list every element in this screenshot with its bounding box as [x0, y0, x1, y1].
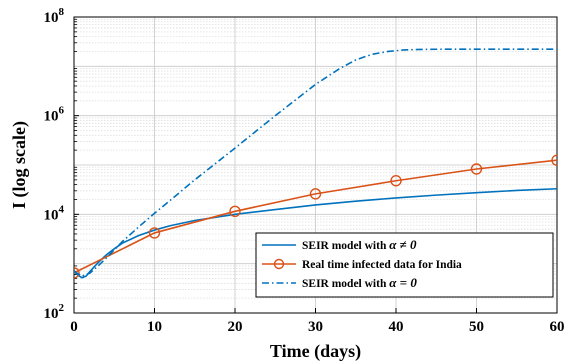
- x-tick-label: 10: [147, 319, 162, 335]
- series-line-3: [74, 48, 557, 277]
- axes: 0 10 20 30 40 50 60 102 104 106 108: [44, 6, 565, 335]
- series-marker-2: [74, 267, 80, 279]
- x-axis-title: Time (days): [270, 341, 361, 362]
- legend-label-3: SEIR model with α = 0: [302, 275, 417, 290]
- series-marker-2: [148, 227, 161, 239]
- legend-marker-2: [273, 258, 285, 270]
- series-marker-2: [309, 188, 322, 200]
- y-axis-title: I (log scale): [9, 121, 30, 209]
- y-tick-label: 102: [44, 302, 65, 322]
- y-tick-label: 108: [44, 6, 65, 26]
- x-tick-label: 50: [469, 319, 484, 335]
- series-marker-2: [551, 154, 557, 166]
- series-group: [74, 48, 557, 279]
- series-marker-2: [390, 175, 402, 187]
- x-tick-label: 30: [308, 319, 323, 335]
- series-marker-2: [229, 205, 241, 218]
- legend-box: [255, 232, 554, 298]
- x-tick-label: 20: [228, 319, 243, 335]
- legend: SEIR model with α ≠ 0 Real time infected …: [255, 232, 554, 298]
- x-tick-label: 40: [389, 319, 404, 335]
- legend-label-2: Real time infected data for India: [302, 259, 462, 271]
- legend-label-1: SEIR model with α ≠ 0: [302, 237, 417, 252]
- series-marker-2: [470, 163, 483, 175]
- x-tick-label: 60: [550, 319, 565, 335]
- x-tick-label: 0: [70, 319, 78, 335]
- series-line-2: [74, 159, 557, 274]
- y-tick-label: 106: [44, 105, 65, 125]
- y-tick-label: 104: [44, 203, 65, 223]
